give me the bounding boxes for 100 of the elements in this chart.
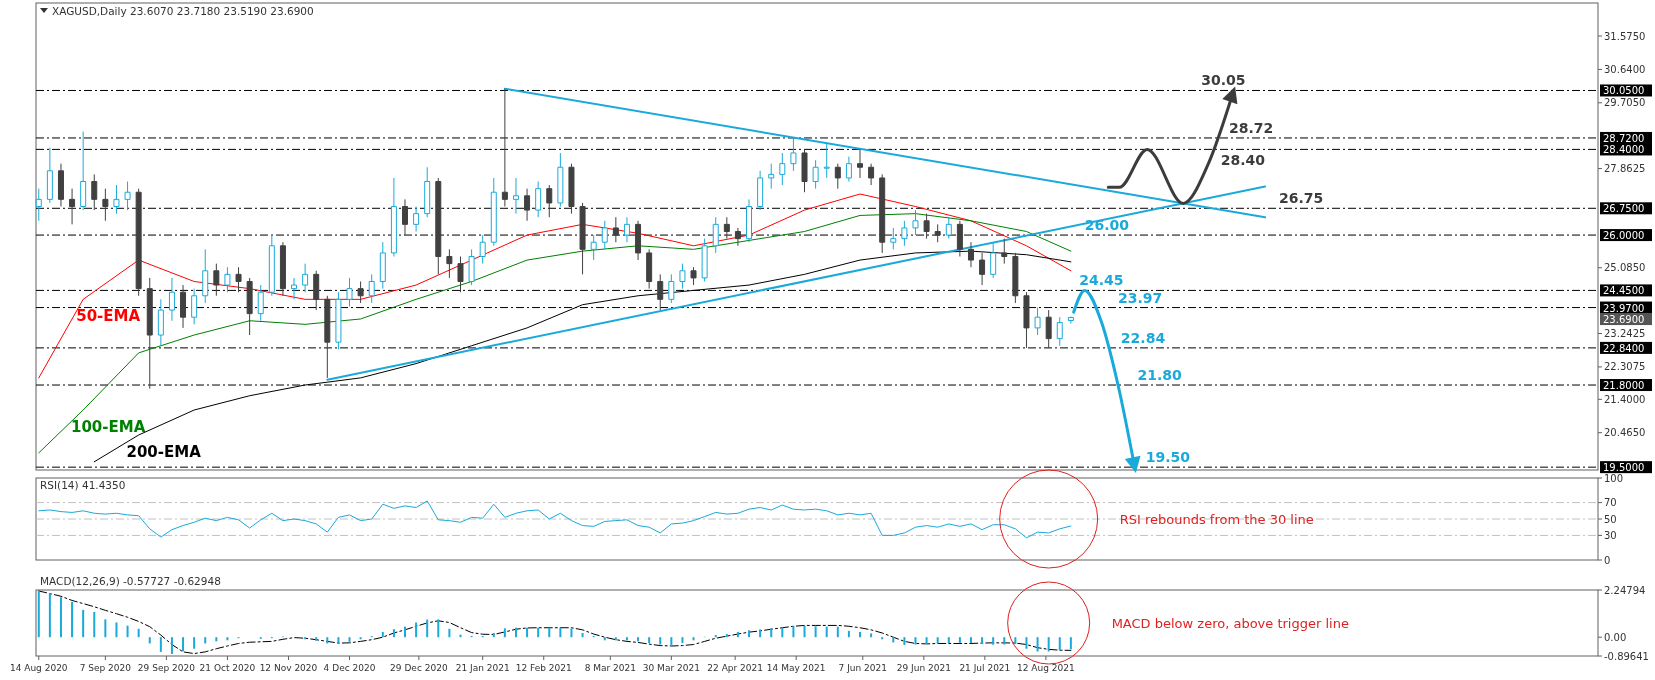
bar [215, 637, 218, 642]
bar [93, 612, 96, 638]
annotation: 24.45 [1079, 272, 1124, 289]
candlestick [135, 188, 142, 297]
y-tick-label: 0 [1604, 554, 1611, 566]
ref-line-label: 19.5000 [1603, 462, 1645, 474]
annotation: MACD below zero, above trigger line [1111, 616, 1349, 631]
y-tick-label: 22.3075 [1604, 361, 1646, 373]
bar [448, 628, 451, 638]
bar [503, 628, 506, 638]
bar [670, 637, 673, 645]
candlestick [1067, 316, 1074, 325]
bar [614, 637, 617, 641]
candlestick [668, 273, 675, 304]
candlestick [202, 248, 209, 304]
bar [326, 637, 329, 644]
bar [381, 631, 384, 638]
candlestick [990, 241, 997, 279]
bar [881, 637, 884, 640]
bar [115, 622, 118, 638]
candlestick [479, 234, 486, 265]
ref-line-label: 30.0500 [1603, 85, 1645, 97]
bar [759, 629, 762, 638]
bar [37, 591, 40, 638]
candlestick [501, 88, 508, 208]
bar [159, 637, 162, 652]
candlestick [213, 263, 220, 297]
candlestick [246, 277, 253, 336]
candlestick [80, 131, 87, 211]
bar [526, 627, 529, 638]
bar [148, 637, 151, 644]
annotation: 28.72 [1229, 119, 1274, 136]
candlestick [1045, 309, 1052, 349]
ref-line-label: 24.4500 [1603, 285, 1645, 297]
candlestick [812, 159, 819, 190]
candlestick [912, 209, 919, 236]
candlestick [124, 181, 131, 211]
candlestick [268, 234, 275, 297]
bar [714, 635, 717, 638]
bar [137, 628, 140, 638]
candlestick [424, 166, 431, 218]
candlestick [157, 298, 164, 347]
candlestick [335, 291, 342, 350]
bar [304, 637, 307, 640]
bar [1058, 637, 1061, 651]
bar [637, 637, 640, 642]
candlestick [746, 198, 753, 243]
candlestick [468, 248, 475, 286]
candlestick [979, 252, 986, 286]
candlestick [601, 220, 608, 250]
chart-title: RSI(14) 41.4350 [40, 479, 126, 491]
bar [847, 630, 850, 638]
candlestick [568, 163, 575, 215]
x-tick-label: 12 Nov 2020 [259, 663, 318, 673]
bar [792, 626, 795, 638]
candlestick [379, 241, 386, 290]
candlestick [579, 202, 586, 275]
y-tick-label: 50 [1604, 513, 1617, 525]
candlestick [790, 136, 797, 172]
y-tick-label: 100 [1604, 472, 1624, 484]
bar [981, 637, 984, 644]
bar [859, 631, 861, 638]
candlestick [901, 220, 908, 247]
x-tick-label: 29 Dec 2020 [390, 663, 448, 673]
candlestick [191, 288, 198, 325]
y-tick-label: 27.8625 [1604, 163, 1646, 175]
candlestick [279, 241, 286, 297]
bar [437, 619, 440, 638]
x-tick-label: 7 Sep 2020 [79, 663, 132, 673]
chart-title: MACD(12,26,9) -0.57727 -0.62948 [40, 575, 221, 587]
ref-line-label: 26.7500 [1603, 203, 1645, 215]
ref-line-label: 28.4000 [1603, 144, 1645, 156]
bar [925, 637, 928, 644]
bar [814, 626, 817, 638]
x-tick-label: 12 Aug 2021 [1017, 663, 1075, 673]
candlestick [146, 277, 153, 390]
y-tick-label: 25.0850 [1604, 262, 1646, 274]
y-tick-label: 2.24794 [1604, 584, 1646, 596]
bar [659, 637, 662, 645]
bar [803, 625, 806, 638]
candlestick [57, 163, 64, 208]
y-tick-label: 23.6900 [1603, 314, 1645, 326]
bar [514, 627, 517, 638]
annotation: 26.00 [1084, 217, 1130, 234]
bar [82, 609, 85, 638]
bar [692, 637, 695, 641]
bar [681, 637, 684, 644]
bar [59, 597, 62, 638]
ref-line-label: 22.8400 [1603, 342, 1645, 354]
y-tick-label: 30.6400 [1604, 63, 1646, 75]
bar [415, 622, 418, 638]
bar [736, 631, 739, 638]
chart-title: XAGUSD,Daily 23.6070 23.7180 23.5190 23.6900 [52, 5, 314, 17]
candlestick [324, 295, 331, 379]
candlestick [623, 216, 630, 243]
bar [603, 637, 606, 641]
bar [914, 637, 917, 645]
candlestick [1056, 316, 1063, 347]
x-tick-label: 7 Jun 2021 [838, 663, 887, 673]
candlestick [823, 141, 830, 179]
